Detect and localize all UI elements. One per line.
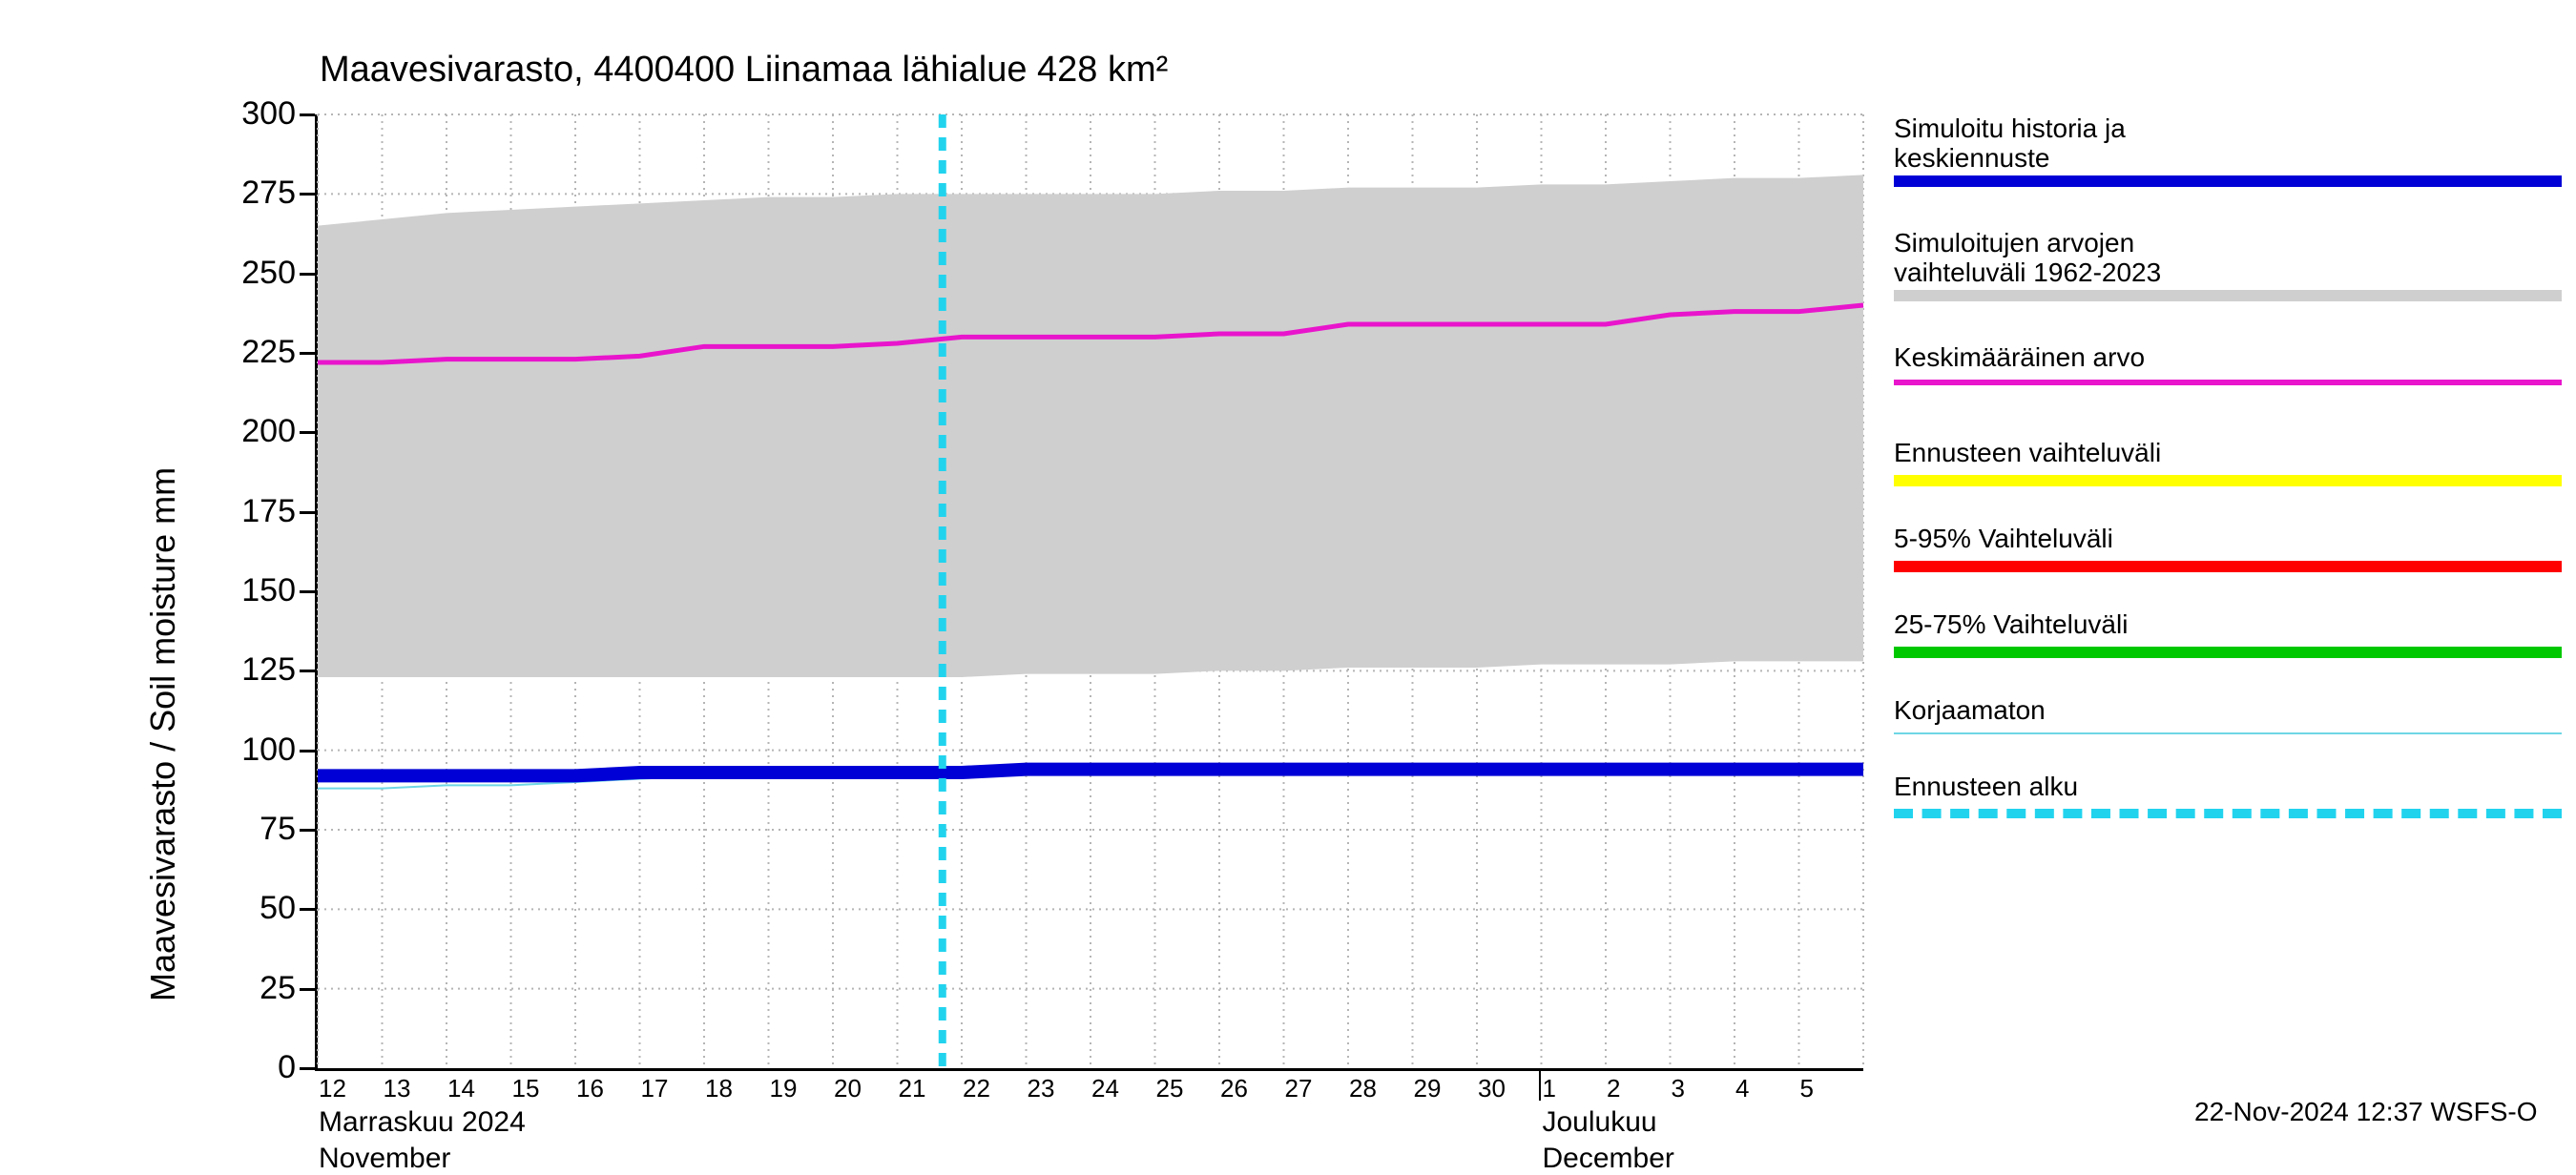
- x-tick-label: 21: [899, 1074, 926, 1103]
- x-tick-label: 29: [1414, 1074, 1442, 1103]
- legend-swatch: [1894, 290, 2562, 301]
- y-tick-label: 250: [191, 255, 296, 292]
- x-tick-label: 18: [705, 1074, 733, 1103]
- x-tick-label: 16: [576, 1074, 604, 1103]
- y-tick-mark: [300, 193, 315, 196]
- series: [318, 114, 1863, 1068]
- series-simuloitu: [318, 770, 1863, 776]
- x-tick-label: 27: [1285, 1074, 1313, 1103]
- legend-label: Korjaamaton: [1894, 696, 2046, 726]
- series-band: [318, 175, 1863, 677]
- y-tick-label: 125: [191, 651, 296, 689]
- x-tick-label: 23: [1028, 1074, 1055, 1103]
- y-tick-mark: [300, 750, 315, 752]
- y-tick-mark: [300, 113, 315, 116]
- month-divider: [1539, 1068, 1541, 1101]
- x-tick-label: 19: [770, 1074, 798, 1103]
- x-tick-label: 13: [384, 1074, 411, 1103]
- x-tick-label: 28: [1349, 1074, 1377, 1103]
- footer-timestamp: 22-Nov-2024 12:37 WSFS-O: [2194, 1097, 2538, 1127]
- y-tick-label: 200: [191, 413, 296, 450]
- y-axis-label: Maavesivarasto / Soil moisture mm: [143, 467, 183, 1001]
- legend-swatch: [1894, 732, 2562, 734]
- y-tick-mark: [300, 1067, 315, 1070]
- y-tick-mark: [300, 988, 315, 991]
- y-tick-mark: [300, 908, 315, 911]
- x-tick-label: 3: [1672, 1074, 1685, 1103]
- x-tick-label: 24: [1091, 1074, 1119, 1103]
- x-tick-label: 1: [1543, 1074, 1556, 1103]
- y-tick-label: 75: [191, 811, 296, 848]
- y-tick-label: 275: [191, 175, 296, 212]
- x-tick-label: 14: [447, 1074, 475, 1103]
- x-tick-label: 30: [1478, 1074, 1506, 1103]
- x-tick-label: 22: [963, 1074, 990, 1103]
- legend-label: Simuloitujen arvojenvaihteluväli 1962-20…: [1894, 229, 2161, 288]
- y-tick-mark: [300, 511, 315, 514]
- x-month-label: Joulukuu: [1543, 1106, 1657, 1139]
- y-tick-label: 0: [191, 1049, 296, 1086]
- x-tick-label: 4: [1735, 1074, 1749, 1103]
- x-tick-label: 17: [641, 1074, 669, 1103]
- legend-label: Simuloitu historia jakeskiennuste: [1894, 114, 2126, 174]
- chart-title: Maavesivarasto, 4400400 Liinamaa lähialu…: [320, 50, 1168, 91]
- legend-swatch: [1894, 561, 2562, 572]
- x-month-label: December: [1543, 1143, 1674, 1175]
- x-tick-label: 26: [1220, 1074, 1248, 1103]
- chart-page: Maavesivarasto, 4400400 Liinamaa lähialu…: [0, 0, 2576, 1144]
- x-tick-label: 12: [319, 1074, 346, 1103]
- y-tick-label: 25: [191, 970, 296, 1007]
- legend-swatch: [1894, 647, 2562, 658]
- y-tick-label: 225: [191, 334, 296, 371]
- legend-swatch: [1894, 175, 2562, 187]
- legend-swatch: [1894, 380, 2562, 385]
- legend-swatch: [1894, 809, 2562, 818]
- legend-label: Keskimääräinen arvo: [1894, 343, 2145, 373]
- x-tick-label: 2: [1607, 1074, 1620, 1103]
- y-tick-mark: [300, 670, 315, 672]
- x-tick-label: 15: [512, 1074, 540, 1103]
- y-tick-label: 150: [191, 572, 296, 609]
- y-tick-mark: [300, 431, 315, 434]
- x-tick-label: 5: [1800, 1074, 1814, 1103]
- legend-label: Ennusteen vaihteluväli: [1894, 439, 2161, 468]
- legend-label: 5-95% Vaihteluväli: [1894, 525, 2113, 554]
- y-tick-label: 100: [191, 732, 296, 769]
- y-tick-mark: [300, 590, 315, 593]
- legend-swatch: [1894, 475, 2562, 486]
- plot-area: [315, 114, 1863, 1071]
- x-month-label: Marraskuu 2024: [319, 1106, 526, 1139]
- y-tick-label: 175: [191, 493, 296, 530]
- y-tick-mark: [300, 273, 315, 276]
- legend-label: 25-75% Vaihteluväli: [1894, 610, 2128, 640]
- legend-label: Ennusteen alku: [1894, 773, 2078, 802]
- x-tick-label: 25: [1156, 1074, 1184, 1103]
- y-tick-label: 300: [191, 95, 296, 133]
- y-tick-label: 50: [191, 890, 296, 927]
- x-month-label: November: [319, 1143, 450, 1175]
- y-tick-mark: [300, 829, 315, 832]
- y-tick-mark: [300, 352, 315, 355]
- x-tick-label: 20: [834, 1074, 862, 1103]
